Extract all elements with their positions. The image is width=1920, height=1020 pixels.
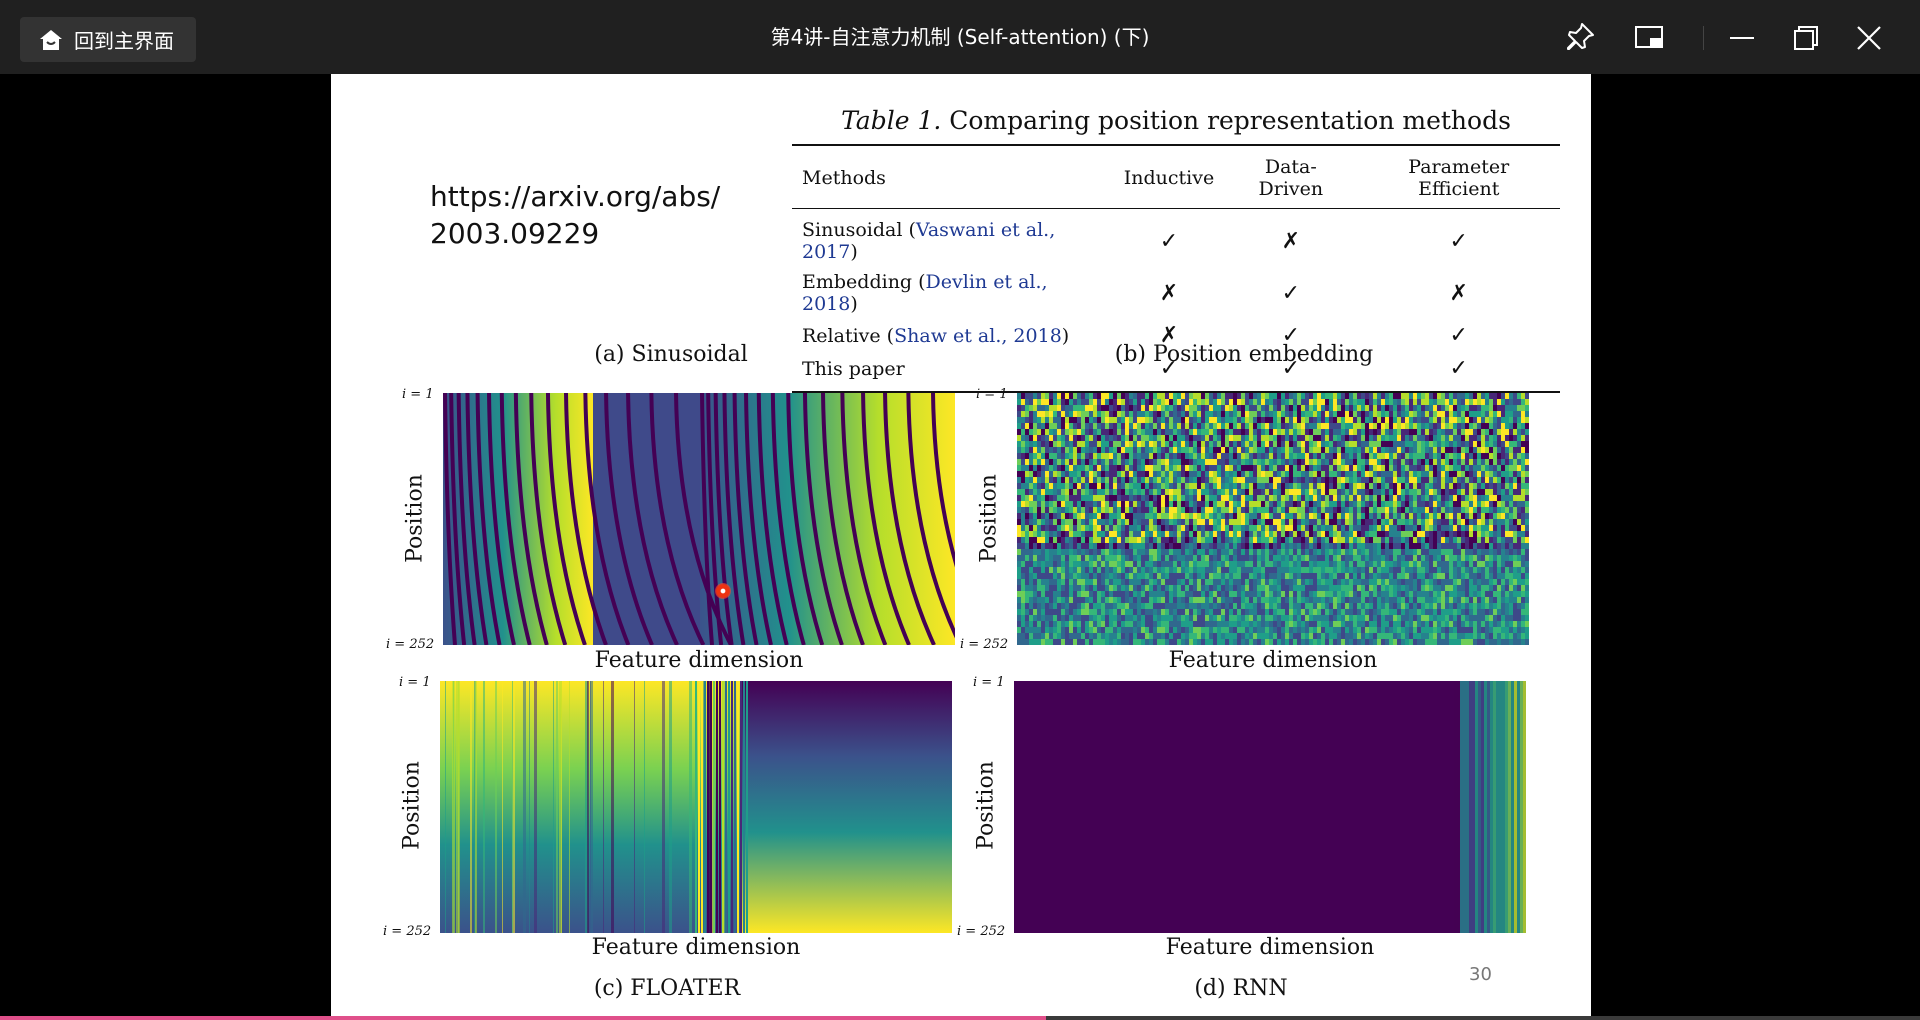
method-cell: Relative (Shaw et al., 2018)	[802, 324, 1070, 347]
control-separator	[1703, 26, 1704, 50]
param-efficient-cell: ✓	[1357, 352, 1560, 393]
plot-b-itop: i = 1	[976, 387, 1008, 402]
data-driven-cell: ✓	[1281, 323, 1301, 348]
plot-a-ylabel: Position	[402, 474, 428, 563]
inductive-cell: ✓	[1159, 228, 1179, 254]
plot-a-xlabel: Feature dimension	[594, 648, 804, 673]
col-inductive: Inductive	[1113, 144, 1225, 209]
figure-a-title: (a) Sinusoidal	[594, 342, 748, 367]
plot-d-ylabel: Position	[973, 761, 999, 850]
inductive-cell: ✗	[1159, 323, 1179, 348]
picture-in-picture-button[interactable]	[1628, 17, 1670, 59]
table-caption: Table 1. Comparing position representati…	[792, 106, 1560, 135]
plot-rnn	[1014, 681, 1526, 933]
arxiv-url: https://arxiv.org/abs/ 2003.09229	[430, 178, 720, 252]
rnn-heatmap	[1014, 681, 1526, 933]
plot-b-ylabel: Position	[976, 474, 1002, 563]
pin-icon	[1567, 23, 1594, 50]
sinusoidal-heatmap	[443, 393, 955, 645]
col-parameter-efficient: Parameter Efficient	[1357, 144, 1560, 209]
plot-c-ibottom: i = 252	[383, 924, 432, 939]
home-button-label: 回到主界面	[74, 29, 174, 53]
method-cell: Embedding (Devlin et al., 2018)	[802, 271, 1048, 315]
table-caption-label: Table 1.	[841, 106, 942, 135]
pin-button[interactable]	[1559, 17, 1601, 59]
figure-b-title: (b) Position embedding	[1114, 342, 1374, 367]
floater-heatmap	[440, 681, 952, 933]
plot-c-ylabel: Position	[399, 761, 425, 850]
plot-a-itop: i = 1	[402, 387, 434, 402]
param-efficient-cell: ✓	[1449, 228, 1468, 254]
method-cell: Sinusoidal (Vaswani et al., 2017)	[802, 219, 1056, 263]
slide-page-number: 30	[1469, 964, 1492, 985]
playback-progress-bar[interactable]	[0, 1016, 1920, 1020]
plot-floater	[440, 681, 952, 933]
plot-sinusoidal	[443, 393, 955, 645]
restore-icon	[1794, 26, 1818, 50]
table-row: Embedding (Devlin et al., 2018) ✗ ✓ ✗	[792, 267, 1560, 319]
data-driven-cell: ✓	[1224, 352, 1358, 393]
close-button[interactable]	[1848, 17, 1890, 59]
plot-d-xlabel: Feature dimension	[1165, 935, 1375, 960]
citation-link[interactable]: Vaswani et al., 2017	[802, 219, 1056, 263]
plot-c-itop: i = 1	[399, 675, 431, 690]
table-caption-text: Comparing position representation method…	[949, 106, 1511, 135]
plot-d-itop: i = 1	[973, 675, 1005, 690]
url-line-1: https://arxiv.org/abs/	[430, 180, 721, 213]
figure-d-title: (d) RNN	[1194, 976, 1288, 1001]
param-efficient-cell: ✓	[1449, 323, 1468, 348]
method-cell: This paper	[792, 352, 1114, 393]
close-icon	[1857, 26, 1881, 50]
cursor-indicator	[715, 583, 731, 599]
home-icon	[40, 29, 62, 50]
param-efficient-cell: ✗	[1449, 280, 1468, 306]
table-row: Relative (Shaw et al., 2018) ✗ ✓ ✓	[792, 319, 1560, 352]
plot-c-xlabel: Feature dimension	[591, 935, 801, 960]
data-driven-cell: ✓	[1281, 280, 1301, 306]
embedding-heatmap	[1017, 393, 1529, 645]
plot-b-ibottom: i = 252	[960, 637, 1009, 652]
minimize-icon	[1730, 37, 1754, 39]
home-button[interactable]: 回到主界面	[20, 17, 196, 62]
data-driven-cell: ✗	[1281, 228, 1301, 254]
table-header-row: Methods Inductive Data-Driven Parameter …	[792, 144, 1560, 209]
inductive-cell: ✓	[1113, 352, 1225, 393]
minimize-button[interactable]	[1721, 17, 1763, 59]
col-methods: Methods	[792, 144, 1114, 209]
plot-d-ibottom: i = 252	[957, 924, 1006, 939]
table-row: This paper ✓ ✓ ✓	[792, 352, 1560, 393]
citation-link[interactable]: Shaw et al., 2018	[894, 324, 1062, 347]
plot-b-xlabel: Feature dimension	[1168, 648, 1378, 673]
plot-a-ibottom: i = 252	[386, 637, 435, 652]
title-bar: 回到主界面 第4讲-自注意力机制 (Self-attention) (下)	[0, 0, 1920, 74]
comparison-table: Methods Inductive Data-Driven Parameter …	[792, 144, 1560, 393]
citation-link[interactable]: Devlin et al., 2018	[802, 271, 1048, 315]
figure-c-title: (c) FLOATER	[593, 976, 741, 1001]
playback-progress-fill	[0, 1016, 1047, 1020]
inductive-cell: ✗	[1159, 280, 1179, 306]
restore-button[interactable]	[1785, 17, 1827, 59]
plot-position-embedding	[1017, 393, 1529, 645]
url-line-2: 2003.09229	[430, 217, 600, 250]
table-row: Sinusoidal (Vaswani et al., 2017) ✓ ✗ ✓	[792, 209, 1560, 268]
col-data-driven: Data-Driven	[1224, 144, 1358, 209]
picture-in-picture-icon	[1635, 26, 1663, 48]
